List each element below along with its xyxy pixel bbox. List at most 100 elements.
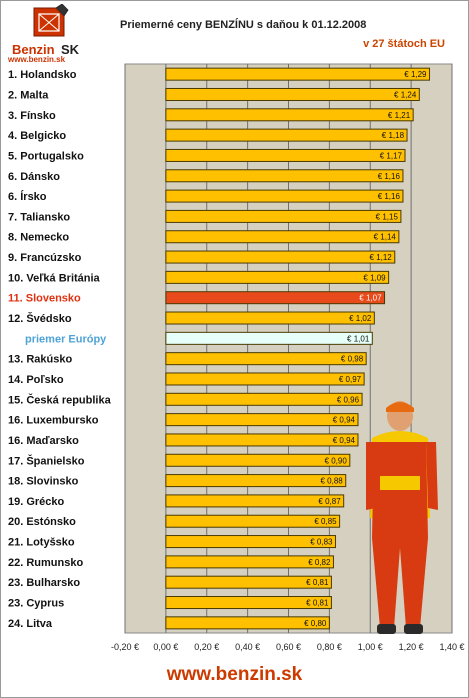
x-tick-label: 1,40 € — [439, 642, 464, 652]
bar[interactable] — [165, 108, 414, 122]
x-tick-label: 1,00 € — [358, 642, 383, 652]
logo-site-url[interactable]: www.benzin.sk — [8, 55, 66, 64]
category-label: 5. Portugalsko — [8, 150, 84, 162]
bar-value-label: € 1,14 — [374, 233, 397, 242]
category-label: 13. Rakúsko — [8, 354, 72, 366]
bar-value-label: € 0,94 — [333, 416, 356, 425]
bar[interactable] — [165, 555, 334, 569]
x-tick-label: -0,20 € — [111, 642, 139, 652]
bar-value-label: € 1,02 — [349, 314, 372, 323]
bar[interactable] — [165, 413, 359, 427]
bar[interactable] — [165, 169, 404, 183]
bar[interactable] — [165, 67, 431, 81]
bar-value-label: € 1,12 — [370, 253, 393, 262]
chart-title: Priemerné ceny BENZÍNU s daňou k 01.12.2… — [120, 19, 367, 31]
bar[interactable] — [165, 250, 396, 264]
category-label: 7. Taliansko — [8, 211, 70, 223]
x-tick-label: 1,20 € — [399, 642, 424, 652]
x-tick-label: 0,00 € — [153, 642, 178, 652]
category-label: 2. Malta — [8, 89, 49, 101]
bar[interactable] — [165, 352, 367, 366]
logo-brand-left: Benzin — [12, 42, 55, 57]
bar[interactable] — [165, 453, 351, 467]
bar-value-label: € 0,83 — [310, 538, 333, 547]
bar[interactable] — [165, 392, 363, 406]
x-tick-label: 0,40 € — [235, 642, 260, 652]
bar[interactable] — [165, 474, 347, 488]
bar-value-label: € 0,94 — [333, 436, 356, 445]
bar-value-label: € 1,17 — [380, 151, 403, 160]
bar[interactable] — [165, 372, 365, 386]
bar-value-label: € 0,85 — [314, 517, 337, 526]
bar[interactable] — [165, 494, 345, 508]
category-label: 10. Veľká Británia — [8, 272, 101, 284]
bar[interactable] — [165, 575, 332, 589]
benzin-logo: Benzin SK — [12, 4, 80, 57]
category-label: 15. Česká republika — [8, 393, 112, 406]
category-label: 11. Slovensko — [8, 293, 81, 305]
logo-brand-right: SK — [61, 42, 80, 57]
category-label: 20. Estónsko — [8, 516, 76, 528]
bar[interactable] — [165, 596, 332, 610]
bar[interactable] — [165, 291, 386, 305]
category-label: 22. Rumunsko — [8, 557, 83, 569]
bar-value-label: € 1,09 — [363, 273, 386, 282]
bar-value-label: € 1,21 — [388, 111, 411, 120]
category-label: 16. Luxembursko — [8, 415, 99, 427]
category-label: 8. Nemecko — [8, 232, 69, 244]
category-label: 23. Bulharsko — [8, 577, 80, 589]
category-label: 16. Maďarsko — [8, 435, 79, 447]
category-label: 3. Fínsko — [8, 110, 56, 122]
bar-value-label: € 1,16 — [378, 192, 401, 201]
mechanic-figure-image — [366, 401, 438, 634]
bar-value-label: € 0,90 — [325, 456, 348, 465]
bar[interactable] — [165, 331, 373, 345]
x-tick-label: 0,20 € — [194, 642, 219, 652]
category-label: priemer Európy — [25, 333, 107, 345]
bar-value-label: € 0,87 — [318, 497, 341, 506]
bar-value-label: € 0,81 — [306, 578, 329, 587]
bar-value-label: € 0,97 — [339, 375, 362, 384]
bar[interactable] — [165, 433, 359, 447]
bar-value-label: € 0,98 — [341, 355, 364, 364]
category-label: 18. Slovinsko — [8, 476, 79, 488]
bar-value-label: € 1,18 — [382, 131, 405, 140]
bar-value-label: € 1,16 — [378, 172, 401, 181]
bar[interactable] — [165, 189, 404, 203]
bar[interactable] — [165, 209, 402, 223]
bar[interactable] — [165, 535, 337, 549]
category-label: 17. Španielsko — [8, 454, 85, 467]
bar[interactable] — [165, 616, 330, 630]
category-label: 6. Dánsko — [8, 171, 60, 183]
bar-value-label: € 0,82 — [308, 558, 331, 567]
bar-value-label: € 1,29 — [404, 70, 427, 79]
bar[interactable] — [165, 230, 400, 244]
footer-site-url[interactable]: www.benzin.sk — [166, 664, 303, 685]
bar-value-label: € 0,80 — [304, 619, 327, 628]
bar[interactable] — [165, 311, 375, 325]
x-tick-label: 0,80 € — [317, 642, 342, 652]
bar[interactable] — [165, 87, 420, 101]
category-label: 4. Belgicko — [8, 130, 66, 142]
category-label: 14. Poľsko — [8, 374, 64, 386]
fuel-can-icon — [33, 4, 69, 37]
bar-value-label: € 1,01 — [347, 334, 370, 343]
bar[interactable] — [165, 514, 341, 528]
x-tick-label: 0,60 € — [276, 642, 301, 652]
bar[interactable] — [165, 148, 406, 162]
bar-value-label: € 1,24 — [394, 90, 417, 99]
bar-value-label: € 1,15 — [376, 212, 399, 221]
category-label: 6. Írsko — [8, 190, 47, 203]
category-label: 9. Francúzsko — [8, 252, 82, 264]
category-label: 23. Cyprus — [8, 598, 64, 610]
bar-value-label: € 0,88 — [320, 477, 343, 486]
category-label: 24. Litva — [8, 618, 53, 630]
bar-value-label: € 0,81 — [306, 599, 329, 608]
category-label: 19. Grécko — [8, 496, 65, 508]
bar[interactable] — [165, 128, 408, 142]
chart-subtitle: v 27 štátoch EU — [363, 38, 445, 50]
bar-value-label: € 1,07 — [359, 294, 382, 303]
category-label: 12. Švédsko — [8, 312, 72, 325]
bar[interactable] — [165, 270, 390, 284]
